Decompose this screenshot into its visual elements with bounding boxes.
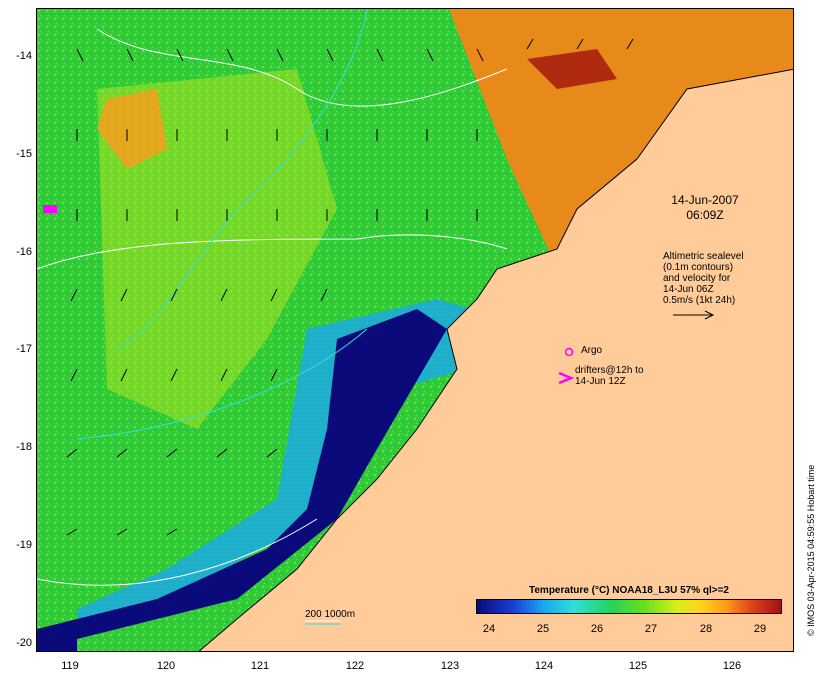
y-tick-label: -17 xyxy=(16,343,32,355)
x-tick-label: 119 xyxy=(61,660,79,672)
date-line-1: 14-Jun-2007 xyxy=(671,193,739,207)
y-tick-label: -19 xyxy=(16,539,32,551)
sealevel-contour-2 xyxy=(37,234,508,270)
colorbar-tick: 26 xyxy=(590,623,604,635)
y-tick-label: -15 xyxy=(16,148,32,160)
ocean-hot-spot xyxy=(527,49,617,89)
colorbar-title: Temperature (°C) NOAA18_L3U 57% ql>=2 xyxy=(529,585,729,596)
y-tick-label: -14 xyxy=(16,50,32,62)
x-tick-label: 125 xyxy=(628,660,648,672)
date-line-2: 06:09Z xyxy=(686,208,724,222)
imos-credit: © IMOS 03-Apr-2015 04:59:55 Hobart time xyxy=(806,464,816,636)
isobath-1000 xyxy=(116,9,368,350)
date-annotation: 14-Jun-2007 06:09Z xyxy=(655,193,755,223)
colorbar-tick: 25 xyxy=(536,623,550,635)
colorbar xyxy=(476,599,782,614)
velocity-arrows xyxy=(66,38,634,536)
x-tick-label: 120 xyxy=(156,660,176,672)
ocean-orange-patch xyxy=(97,89,167,169)
x-tick-label: 124 xyxy=(534,660,554,672)
drifter-label-line-2: 14-Jun 12Z xyxy=(575,376,626,387)
sealevel-contour-3 xyxy=(37,518,318,586)
depth-contour-legend: 200 1000m xyxy=(305,609,356,620)
sealevel-contour-1 xyxy=(96,28,508,107)
sst-map: 14-Jun-2007 06:09Z Altimetric sealevel (… xyxy=(36,8,794,652)
argo-circle-icon xyxy=(564,347,574,357)
colorbar-tick: 29 xyxy=(753,623,767,635)
x-tick-label: 123 xyxy=(440,660,460,672)
drifter-label: drifters@12h to 14-Jun 12Z xyxy=(575,365,644,387)
land-kimberley xyxy=(198,68,793,651)
altimetry-legend: Altimetric sealevel (0.1m contours) and … xyxy=(663,251,783,306)
drifter-label-line-1: drifters@12h to xyxy=(575,365,644,376)
y-tick-label: -16 xyxy=(16,246,32,258)
colorbar-tick: 28 xyxy=(699,623,713,635)
drifter-track xyxy=(43,205,57,213)
legend-line-1: Altimetric sealevel xyxy=(663,251,744,262)
cold-coastal-water xyxy=(37,309,447,651)
isobath-200 xyxy=(76,328,368,440)
drifter-chevron-icon xyxy=(558,371,575,385)
legend-line-4: 14-Jun 06Z xyxy=(663,284,714,295)
legend-line-5: 0.5m/s (1kt 24h) xyxy=(663,295,736,306)
velocity-scale-arrowhead-icon xyxy=(704,310,715,320)
colorbar-tick: 24 xyxy=(482,623,496,635)
x-tick-label: 126 xyxy=(722,660,742,672)
x-tick-label: 121 xyxy=(250,660,270,672)
y-tick-label: -18 xyxy=(16,441,32,453)
colorbar-tick: 27 xyxy=(644,623,658,635)
x-tick-label: 122 xyxy=(345,660,365,672)
legend-line-2: (0.1m contours) xyxy=(663,262,734,273)
argo-label: Argo xyxy=(581,345,603,356)
legend-line-3: and velocity for xyxy=(663,273,731,284)
sst-map-canvas xyxy=(37,9,793,651)
y-tick-label: -20 xyxy=(16,637,32,649)
ocean-yellow-patch xyxy=(97,69,337,429)
